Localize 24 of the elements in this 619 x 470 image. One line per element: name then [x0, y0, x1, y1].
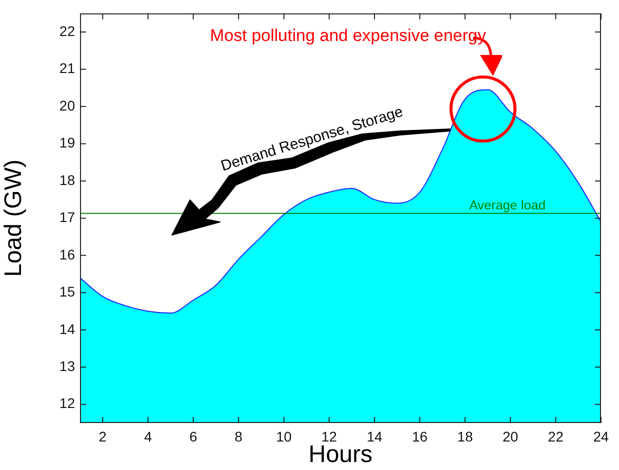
y-tick-label: 20 — [59, 97, 76, 114]
x-tick-label: 22 — [548, 428, 564, 444]
y-tick-label: 14 — [59, 320, 76, 337]
x-tick-label: 4 — [144, 428, 152, 444]
y-tick-label: 19 — [59, 134, 76, 151]
x-tick-label: 16 — [412, 428, 428, 444]
y-tick-label: 22 — [59, 22, 76, 39]
y-tick-label: 12 — [59, 395, 76, 412]
y-axis-title: Load (GW) — [0, 160, 28, 277]
y-tick-label: 16 — [59, 246, 76, 262]
ref-line-label: Average load — [469, 197, 546, 212]
x-tick-label: 2 — [98, 428, 107, 444]
x-tick-label: 18 — [457, 428, 474, 444]
x-tick-label: 24 — [593, 428, 609, 444]
y-tick-label: 21 — [59, 60, 76, 76]
y-tick-label: 18 — [59, 172, 76, 188]
x-tick-label: 20 — [502, 428, 518, 444]
x-tick-label: 8 — [234, 428, 243, 444]
x-tick-label: 6 — [189, 428, 198, 444]
y-tick-label: 17 — [59, 209, 76, 226]
annotation: Most polluting and expensive energy — [210, 26, 486, 46]
y-tick-label: 15 — [59, 284, 76, 300]
y-tick-label: 13 — [59, 358, 76, 374]
x-tick-label: 10 — [276, 428, 292, 444]
